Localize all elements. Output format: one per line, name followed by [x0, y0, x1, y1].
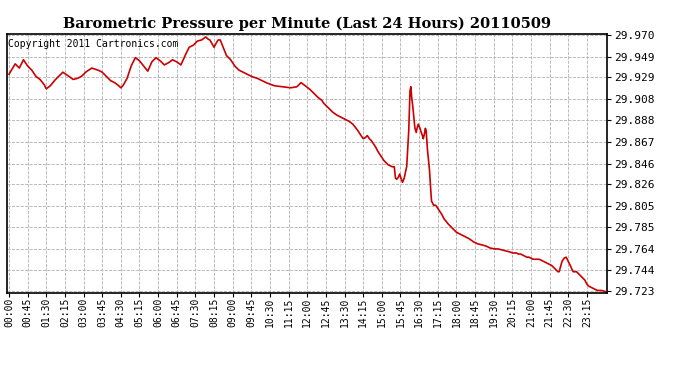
Title: Barometric Pressure per Minute (Last 24 Hours) 20110509: Barometric Pressure per Minute (Last 24 …	[63, 17, 551, 31]
Text: Copyright 2011 Cartronics.com: Copyright 2011 Cartronics.com	[8, 39, 179, 49]
